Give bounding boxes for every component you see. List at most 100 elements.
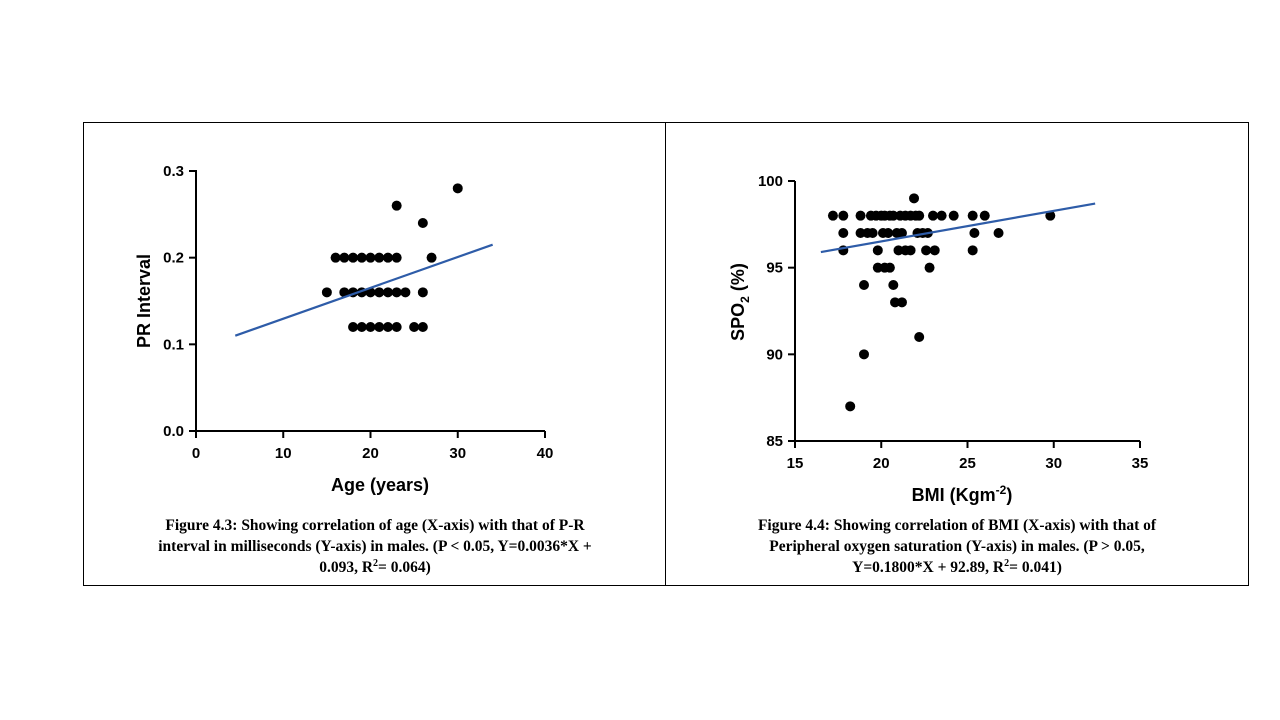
y-tick-label: 85 — [766, 433, 783, 450]
chart-panel-left: 0 10 20 30 40 0.0 0.1 0.2 0.3 Age (years) PR Int… — [83, 122, 667, 586]
data-point — [884, 262, 895, 273]
x-tick-label: 10 — [275, 445, 292, 462]
data-point — [409, 322, 420, 332]
y-axis-title: SPO2 (%) — [728, 263, 752, 341]
y-tick-label: 0.3 — [163, 163, 184, 180]
x-tick-label: 30 — [449, 445, 466, 462]
data-point — [979, 210, 990, 221]
data-point — [348, 322, 359, 332]
caption-line: 0.093, R — [319, 559, 374, 576]
data-point — [967, 210, 978, 221]
data-point — [382, 252, 393, 263]
data-point — [356, 322, 367, 332]
data-point — [374, 252, 385, 263]
data-point — [391, 322, 402, 332]
y-tick-label: 0.0 — [163, 423, 184, 440]
data-point — [374, 287, 385, 298]
x-tick-label: 35 — [1132, 455, 1149, 472]
data-point — [928, 210, 938, 221]
data-point — [1045, 210, 1056, 221]
data-point — [893, 245, 904, 256]
data-point — [872, 262, 883, 273]
data-point — [845, 401, 856, 412]
y-axis-title-end: (%) — [728, 263, 748, 296]
data-point — [867, 228, 878, 238]
y-axis-title-main: SPO — [728, 303, 748, 341]
data-point — [339, 287, 350, 298]
data-point — [452, 183, 463, 194]
data-point — [356, 252, 367, 263]
data-point — [391, 252, 402, 263]
data-point — [969, 228, 980, 238]
data-point — [909, 193, 920, 204]
data-point — [888, 280, 899, 290]
chart-panel-right: 15 20 25 30 35 85 90 95 100 BMI (Kgm-2) SPO2 (%)… — [665, 122, 1249, 586]
data-point — [929, 245, 940, 256]
x-tick-label: 15 — [787, 455, 804, 472]
y-tick-label: 0.1 — [163, 336, 184, 353]
x-axis-title-main: BMI (Kgm — [912, 485, 996, 505]
data-point — [382, 322, 393, 332]
data-point — [948, 210, 959, 221]
caption-line: Peripheral oxygen saturation (Y-axis) in… — [769, 538, 1145, 555]
y-axis-title: PR Interval — [134, 254, 154, 348]
figure-caption-4-4: Figure 4.4: Showing correlation of BMI (… — [686, 515, 1228, 578]
x-tick-label: 25 — [959, 455, 976, 472]
data-point — [321, 287, 332, 298]
data-point — [872, 245, 883, 256]
data-point — [855, 228, 866, 238]
caption-line: Figure 4.3: Showing correlation of age (… — [165, 517, 585, 534]
data-point — [905, 245, 916, 256]
bmi-spo2-scatter-chart: 15 20 25 30 35 85 90 95 100 BMI (Kgm-2) SPO2 (%) — [728, 173, 1149, 505]
y-axis-title-sub: 2 — [738, 296, 752, 303]
y-tick-label: 90 — [766, 346, 783, 363]
trend-line — [820, 202, 1096, 254]
data-point — [365, 252, 376, 263]
caption-line: Y=0.1800*X + 92.89, R — [852, 559, 1005, 576]
data-point — [827, 210, 838, 221]
superscript: 2 — [1004, 557, 1010, 569]
x-axis-title-end: ) — [1006, 485, 1012, 505]
data-point — [921, 245, 932, 256]
data-point — [838, 228, 849, 238]
data-point — [417, 218, 428, 228]
y-tick-label: 95 — [766, 260, 783, 277]
data-point — [924, 262, 935, 273]
data-point — [914, 332, 925, 342]
data-point — [855, 210, 866, 221]
data-point — [883, 228, 894, 238]
data-point — [859, 280, 869, 290]
data-point — [417, 287, 428, 298]
x-tick-label: 20 — [873, 455, 890, 472]
data-point — [391, 287, 402, 298]
data-point — [896, 297, 907, 308]
x-tick-label: 0 — [192, 445, 200, 462]
data-point — [936, 210, 947, 221]
x-axis-title: Age (years) — [331, 475, 429, 495]
data-point — [859, 349, 869, 360]
data-point — [339, 252, 350, 263]
trend-line — [234, 243, 494, 337]
data-point — [365, 322, 376, 332]
x-axis-title-sup: -2 — [996, 483, 1007, 497]
caption-line: interval in milliseconds (Y-axis) in mal… — [158, 538, 592, 555]
figure-caption-4-3: Figure 4.3: Showing correlation of age (… — [104, 515, 646, 578]
caption-line: = 0.064) — [378, 559, 431, 576]
age-pr-scatter-chart: 0 10 20 30 40 0.0 0.1 0.2 0.3 Age (years) PR Int… — [134, 163, 554, 495]
x-tick-label: 40 — [537, 445, 554, 462]
data-point — [967, 245, 978, 256]
x-tick-label: 30 — [1045, 455, 1062, 472]
data-point — [348, 252, 359, 263]
x-axis-title: BMI (Kgm-2) — [912, 483, 1013, 505]
data-point — [400, 287, 411, 298]
data-point — [896, 228, 907, 238]
data-point — [993, 228, 1004, 238]
data-point — [330, 252, 341, 263]
y-tick-label: 0.2 — [163, 250, 184, 267]
data-point — [374, 322, 385, 332]
x-tick-label: 20 — [362, 445, 379, 462]
data-point — [391, 200, 402, 211]
caption-line: = 0.041) — [1009, 559, 1062, 576]
data-point — [426, 252, 437, 263]
data-point — [838, 210, 849, 221]
